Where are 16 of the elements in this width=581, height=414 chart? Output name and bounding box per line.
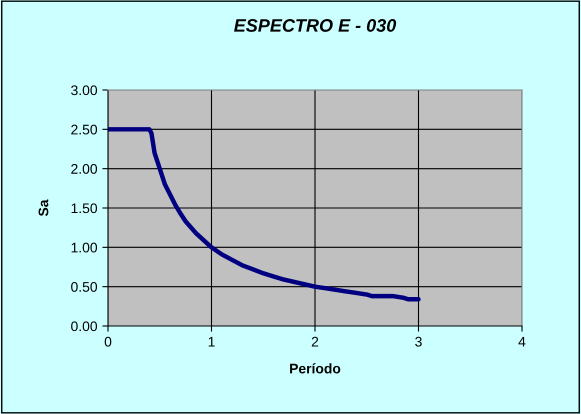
line-series: [108, 127, 421, 302]
x-tick-label: 4: [518, 336, 526, 346]
chart-title: ESPECTRO E - 030: [234, 19, 396, 32]
y-tick-label: 3.00: [71, 85, 98, 96]
y-tick-label: 1.00: [72, 242, 98, 253]
x-tick-label: 0: [104, 336, 112, 347]
x-tick-label: 3: [415, 336, 422, 347]
y-tick-label: 0.50: [71, 282, 98, 292]
y-tick-label: 1.50: [72, 203, 98, 214]
x-tick-label: 2: [312, 336, 318, 346]
y-tick-label: 2.00: [71, 164, 98, 174]
y-tick-label: 0.00: [71, 321, 98, 332]
x-axis-title: Período: [290, 363, 340, 374]
x-tick-label: 1: [208, 336, 215, 346]
y-axis-title: Sa: [38, 199, 48, 216]
y-tick-label: 2.50: [71, 124, 98, 135]
